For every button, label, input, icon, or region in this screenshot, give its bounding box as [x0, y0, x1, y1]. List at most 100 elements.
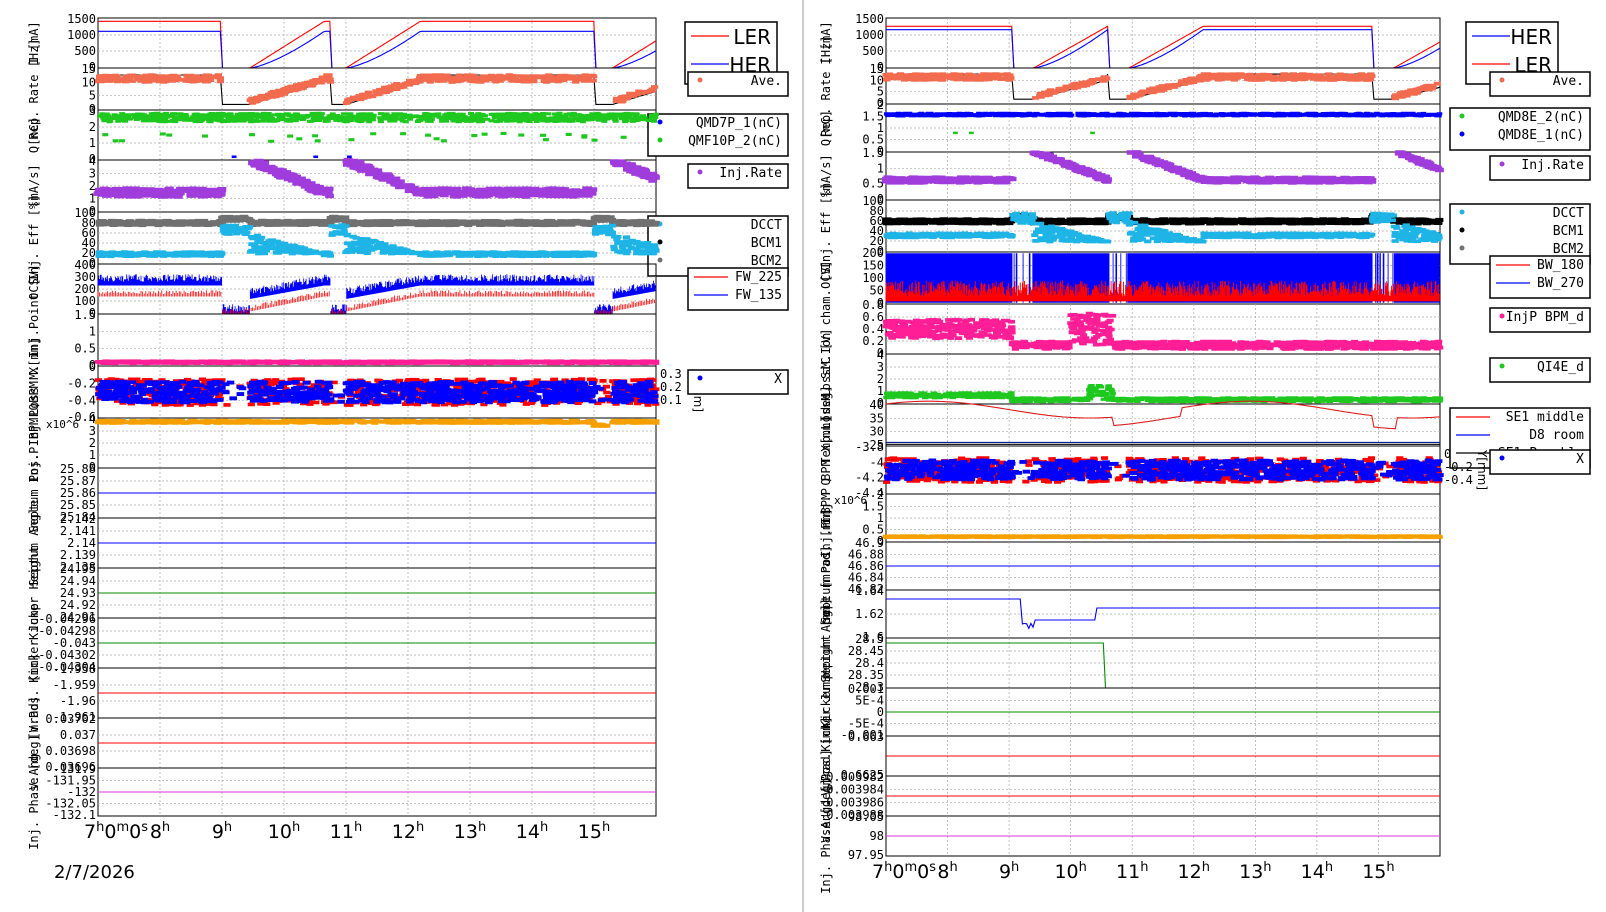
tick-label-y: 2: [89, 120, 96, 134]
tick-label-y: 0.8: [862, 298, 884, 312]
tick-label-y: -0.003986: [819, 795, 884, 809]
tick-label-y: 28.3: [855, 680, 884, 694]
tick-label-y: 24.92: [60, 598, 96, 612]
tick-label-y: -131.95: [45, 774, 96, 788]
tick-label-x: 12h: [1178, 860, 1210, 884]
tick-label-x: 9h: [212, 820, 232, 844]
marks-ir: [93, 157, 660, 199]
tick-label-y: 0: [89, 60, 96, 74]
legend-box: [647, 113, 789, 157]
legend-label: Ave.: [1553, 74, 1584, 89]
axis-label-y: Inj. Phase [deg]: [27, 734, 41, 850]
tick-label-y: 1.5: [862, 500, 884, 514]
tick-label-y: 1000: [67, 28, 96, 42]
legend-label: FW_135: [735, 288, 782, 303]
axis-label-y: Inj.P BPM X[mm]: [819, 416, 833, 524]
tick-label-y: 97.95: [848, 848, 884, 862]
legend-label: X: [1576, 452, 1584, 467]
tick-label-y: 0: [877, 705, 884, 719]
tick-label-y: 1: [89, 192, 96, 206]
tick-label-y: 0.001: [848, 682, 884, 696]
tick-label-y: 1.64: [855, 584, 884, 598]
legend-label: LER: [733, 25, 771, 49]
tick-label-y: 5: [89, 89, 96, 103]
marks-bpm: [883, 456, 1444, 484]
axis-label-y: Septum Pos. [mm]: [819, 508, 833, 624]
series-bpm-q: [94, 418, 660, 428]
legend-box: [687, 369, 789, 395]
panel-bpm: -3.8-4 -4.2-4.4 Inj.P BPM X[mm] 0-0.2-0.4 Y[…: [819, 416, 1591, 524]
axis-label-y: OCS: [27, 278, 41, 300]
series-loss: [94, 359, 660, 366]
axis-label-y: V.Ang. [mrad]: [27, 696, 41, 790]
series-q-blue: [883, 111, 1443, 118]
marks-lsic: [883, 384, 1444, 404]
axis-label-y: V.Pos. [mm]: [27, 653, 41, 732]
panel-vpos: 0.663 0.6625 V.Pos. [mm]: [819, 716, 1441, 796]
legend-box: [1489, 155, 1591, 181]
tick-label-y: -4: [870, 455, 884, 469]
panel-loss: 1.5 1 0.5 0 Loss M. Inj.Point [V]: [27, 264, 660, 416]
tick-label-y: 30: [870, 425, 884, 439]
tick-label-y: -0.2: [67, 377, 96, 391]
series-ocs-bw180: [885, 280, 1440, 302]
axis-label-y: LossM. SiC [V]: [819, 328, 833, 429]
tick-label-y: 3: [89, 167, 96, 181]
axis-label-y: Inj.P BPM Q: [27, 403, 41, 482]
marks-rep: [882, 72, 1441, 101]
tick-label-y: 400: [74, 258, 96, 272]
tick-label-y: 25.86: [60, 486, 96, 500]
tick-label-y: 200: [862, 246, 884, 260]
series-bpm-x: [95, 379, 659, 405]
tick-label-y: 46.86: [848, 559, 884, 573]
legend-label: SE1 middle: [1506, 410, 1584, 425]
tick-label-y: 80: [870, 204, 884, 218]
tick-label-y: 1: [877, 121, 884, 135]
marks-bpmq: [882, 534, 1443, 540]
tick-label-y: 100: [74, 294, 96, 308]
legend-bpm: X: [687, 369, 789, 395]
tick-label-y: 3: [89, 424, 96, 438]
series-ocs-bw270: [885, 253, 1440, 303]
tick-label-y-right: 0: [1444, 447, 1451, 461]
tick-label-y: 60: [82, 226, 96, 240]
tick-label-y: -0.04302: [38, 648, 96, 662]
legend-lsic: QI4E_d: [1489, 357, 1591, 383]
tick-label-y: 1: [877, 384, 884, 398]
tick-label-x: 14h: [516, 820, 548, 844]
marks-eff: [882, 211, 1444, 244]
tick-label-y: 0: [877, 60, 884, 74]
legend-ocs: FW_225 FW_135: [687, 267, 789, 311]
tick-label-y: 40: [82, 236, 96, 250]
tick-label-y: 0: [877, 534, 884, 548]
tick-label-y: 46.82: [848, 582, 884, 596]
tick-label-x: 10h: [1054, 860, 1086, 884]
tick-label-y: 15: [82, 62, 96, 76]
panel-vang: 0.03702 0.037 0.03698 0.03696 V.Ang. [mrad]: [27, 696, 657, 790]
tick-label-y: 28.5: [855, 632, 884, 646]
tick-label-y: 40: [870, 398, 884, 412]
legend-ocs: BW_180 BW_270: [1489, 255, 1591, 299]
tick-label-y: 2.138: [60, 560, 96, 574]
legend-swatch: [657, 137, 663, 143]
tick-label-y: 0: [877, 144, 884, 158]
legend-box: [1489, 255, 1591, 299]
tick-label-x: 8h: [150, 820, 170, 844]
tick-label-x: 14h: [1301, 860, 1333, 884]
marks-cur: [98, 20, 657, 69]
tick-label-y: 0.2: [862, 334, 884, 348]
tick-label-y: -0.003988: [819, 808, 884, 822]
legend-swatch: [1459, 131, 1465, 137]
legend-label: QMF10P_2(nC): [688, 134, 782, 149]
series-septum-angle: [886, 598, 1440, 630]
series-bpm-x: [883, 458, 1444, 482]
axis-label-y: Q[nC]: [27, 117, 41, 153]
tick-label-y: 98.05: [848, 810, 884, 824]
series-q-green: [97, 111, 659, 143]
